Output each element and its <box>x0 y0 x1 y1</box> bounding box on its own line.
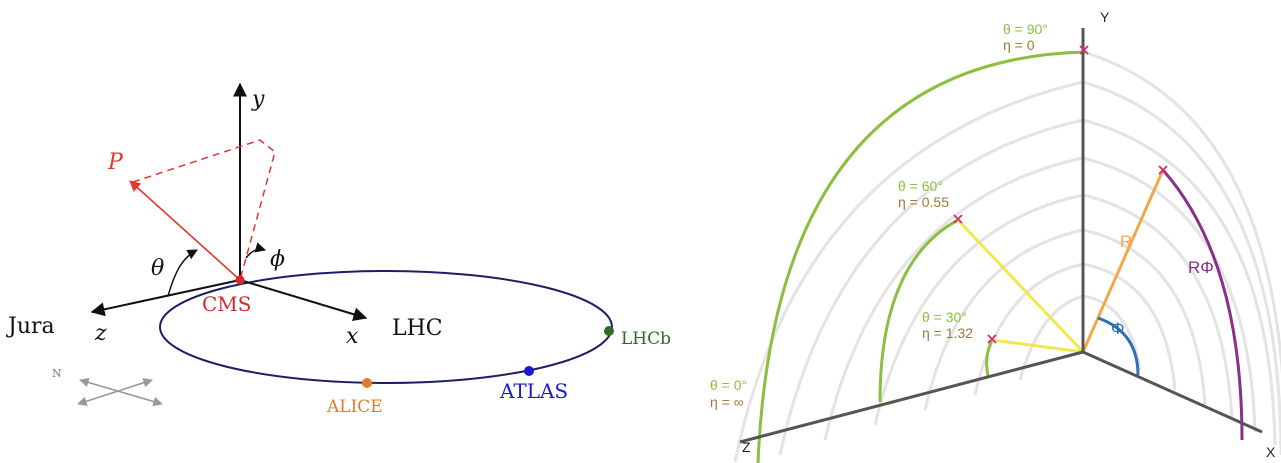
z-axis <box>90 279 241 317</box>
theta-0-label: θ = 0° <box>710 377 747 393</box>
momentum-vector <box>129 180 241 281</box>
alice-label: ALICE <box>326 397 383 417</box>
eta-055-label: η = 0.55 <box>898 194 949 210</box>
z-axis-label: z <box>94 321 107 346</box>
theta-label: θ <box>151 256 164 281</box>
x-axis-label: X <box>1266 444 1276 460</box>
eta-0-label: η = 0 <box>1003 37 1035 53</box>
radial-60 <box>956 218 1085 354</box>
phi-arc <box>245 242 267 259</box>
rphi-label: RΦ <box>1188 258 1214 277</box>
cms-label: CMS <box>202 292 251 316</box>
theta-60-arc <box>878 218 959 403</box>
theta-90-arc <box>756 50 1086 463</box>
lhc-ring <box>159 270 613 384</box>
atlas-label: ATLAS <box>499 379 568 403</box>
z-axis <box>739 350 1084 444</box>
momentum-label: P <box>107 150 124 175</box>
compass-icon: N <box>52 367 163 407</box>
eta-132-label: η = 1.32 <box>922 325 973 341</box>
jura-label: Jura <box>6 314 55 339</box>
theta-90-label: θ = 90° <box>1003 21 1048 37</box>
lhcb-label: LHCb <box>621 329 671 349</box>
theta-30-label: θ = 30° <box>922 309 967 325</box>
marker-r <box>1158 165 1168 175</box>
x-axis <box>239 279 368 322</box>
momentum-projection <box>132 139 276 281</box>
cms-point <box>235 275 245 285</box>
eta-inf-label: η = ∞ <box>710 394 744 410</box>
lhc-coordinate-diagram: y P θ ϕ CMS Jura z x LHC LHCb ATLAS ALIC… <box>6 82 671 417</box>
marker-90 <box>1079 45 1089 55</box>
x-axis-label: x <box>346 324 359 349</box>
marker-30 <box>987 334 997 344</box>
phi-label: Φ <box>1111 319 1125 338</box>
compass-north-label: N <box>52 367 62 380</box>
y-axis-label: Y <box>1100 9 1110 25</box>
lhcb-point <box>604 326 614 336</box>
z-axis-label: Z <box>742 439 751 455</box>
alice-point <box>362 378 372 388</box>
theta-60-label: θ = 60° <box>898 178 943 194</box>
r-vector <box>1081 169 1165 353</box>
atlas-point <box>524 366 534 376</box>
x-axis <box>1082 350 1263 434</box>
theta-30-arc <box>985 339 994 377</box>
phi-arc <box>1097 316 1140 376</box>
radial-30 <box>991 338 1084 354</box>
phi-label: ϕ <box>270 247 285 272</box>
y-axis-label: y <box>251 87 265 112</box>
eta-phi-diagram: Y X Z R RΦ Φ θ = 90° η = 0 θ = 60° η = 0… <box>710 9 1281 463</box>
r-label: R <box>1120 232 1132 251</box>
theta-arc <box>167 249 198 297</box>
lhc-label: LHC <box>392 316 443 341</box>
marker-60 <box>953 214 963 224</box>
rphi-arc <box>1161 169 1244 441</box>
